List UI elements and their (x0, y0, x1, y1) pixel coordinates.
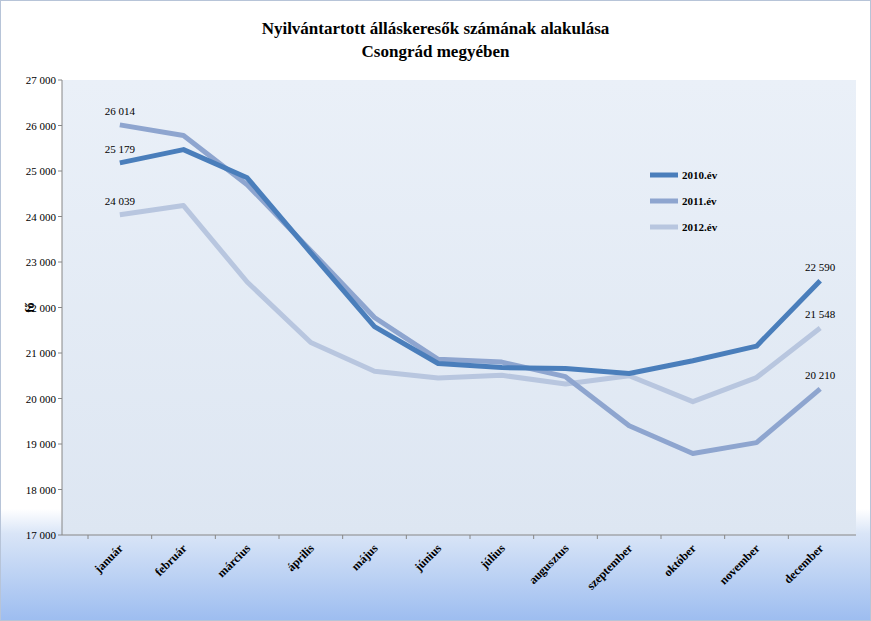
y-tick-label: 25 000 (26, 165, 57, 177)
y-tick-label: 17 000 (26, 529, 57, 541)
background (1, 1, 871, 621)
legend-swatch (650, 199, 678, 204)
legend-swatch (650, 173, 678, 178)
x-tick (342, 535, 343, 539)
y-tick (58, 80, 62, 81)
x-tick-label: augusztus (526, 541, 572, 587)
subtitle: Csongrád megyében (362, 42, 510, 61)
y-tick-label: 27 000 (26, 74, 57, 86)
y-tick-label: 21 000 (26, 347, 57, 359)
x-tick-label: december (781, 541, 827, 587)
data-label: 26 014 (105, 105, 136, 117)
x-tick-label: november (716, 541, 763, 588)
x-tick-label: szeptember (584, 541, 636, 593)
x-tick (470, 535, 471, 539)
x-tick-label: június (411, 541, 444, 574)
x-tick (406, 535, 407, 539)
y-tick-label: 20 000 (26, 393, 57, 405)
data-label: 22 590 (805, 261, 836, 273)
legend: 2010.év 2011.év 2012.év (650, 169, 718, 233)
x-tick (151, 535, 152, 539)
chart: Nyilvántartott álláskeresők számának ala… (0, 0, 871, 621)
x-tick (788, 535, 789, 539)
y-tick (58, 535, 62, 536)
y-tick-label: 18 000 (26, 484, 57, 496)
series-line (120, 150, 820, 374)
plot-area (62, 80, 856, 535)
title: Nyilvántartott álláskeresők számának ala… (262, 19, 610, 38)
y-tick-label: 24 000 (26, 211, 57, 223)
data-label: 24 039 (105, 195, 136, 207)
legend-label: 2011.év (682, 195, 717, 207)
x-tick (215, 535, 216, 539)
legend-swatch (650, 225, 678, 230)
series-line (120, 206, 820, 402)
y-tick (58, 307, 62, 308)
x-tick-label: április (284, 541, 317, 574)
x-tick-label: március (214, 541, 253, 580)
y-tick (58, 125, 62, 126)
data-label: 25 179 (105, 143, 136, 155)
y-tick-label: 22 000 (26, 302, 57, 314)
x-tick (597, 535, 598, 539)
x-tick-label: január (91, 541, 127, 577)
x-tick (724, 535, 725, 539)
series-group (120, 125, 820, 454)
y-axis (62, 80, 63, 535)
x-tick (88, 535, 89, 539)
x-tick-label: május (349, 541, 381, 573)
x-tick (533, 535, 534, 539)
x-axis (62, 535, 856, 536)
x-tick-label: július (477, 541, 508, 572)
data-label: 21 548 (805, 308, 836, 320)
x-tick-label: október (661, 541, 700, 580)
legend-label: 2010.év (682, 169, 718, 181)
x-tick-label: február (152, 541, 190, 579)
y-tick (58, 444, 62, 445)
y-tick-label: 19 000 (26, 438, 57, 450)
y-tick (58, 216, 62, 217)
data-label: 20 210 (805, 369, 836, 381)
series-line (120, 125, 820, 454)
y-tick (58, 353, 62, 354)
x-tick (661, 535, 662, 539)
legend-label: 2012.év (682, 221, 718, 233)
y-tick-label: 26 000 (26, 120, 57, 132)
y-tick (58, 171, 62, 172)
y-tick (58, 489, 62, 490)
y-tick (58, 398, 62, 399)
x-tick (279, 535, 280, 539)
y-tick (58, 262, 62, 263)
y-tick-label: 23 000 (26, 256, 57, 268)
